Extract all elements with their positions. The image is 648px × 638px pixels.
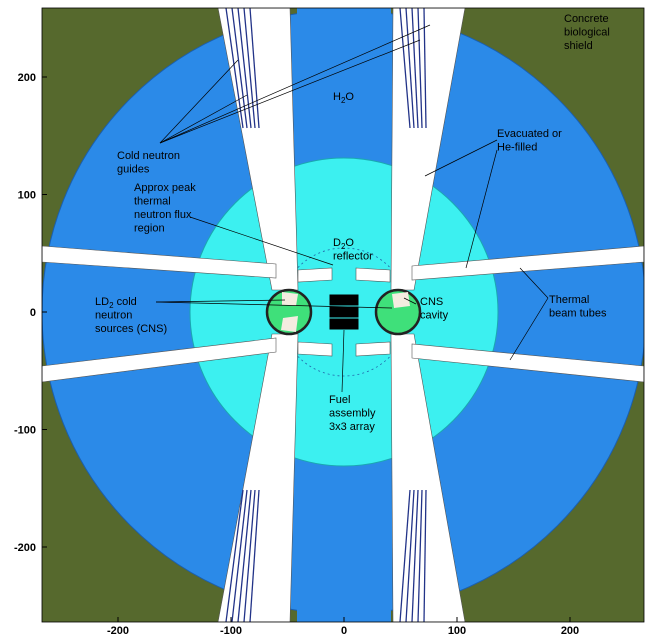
label: D2O xyxy=(333,237,354,251)
fuel-assembly xyxy=(328,293,360,331)
guide-tube xyxy=(390,333,466,622)
label: Approx peak xyxy=(134,182,196,194)
label-part: H xyxy=(333,91,341,103)
cns-cavity xyxy=(392,292,410,308)
label: Concrete xyxy=(564,13,609,25)
guide-tube xyxy=(217,8,299,291)
cns-cavity xyxy=(282,292,298,306)
label-part: D xyxy=(333,237,341,249)
beam-tube xyxy=(411,343,644,383)
guide-tube xyxy=(390,8,466,291)
label-part: O xyxy=(345,237,354,249)
guide-tube xyxy=(217,333,299,622)
label: neutron xyxy=(95,310,132,322)
x-tick-label: 100 xyxy=(448,625,466,637)
cold-source xyxy=(265,288,313,336)
label: guides xyxy=(117,164,150,176)
beam-tube xyxy=(42,337,277,383)
guide-lines xyxy=(225,8,427,622)
label: LD2 cold xyxy=(95,296,137,310)
beam-tube xyxy=(355,267,391,283)
label: Evacuated or xyxy=(497,128,562,140)
label: thermal xyxy=(134,196,171,208)
x-tick-label: -100 xyxy=(220,625,242,637)
beam-tube xyxy=(355,341,391,357)
label: H2O xyxy=(333,91,354,105)
label: Fuel xyxy=(329,394,350,406)
y-tick-label: 0 xyxy=(30,307,36,319)
label-sub: 2 xyxy=(341,96,346,105)
label: 3x3 array xyxy=(329,421,375,433)
label: reflector xyxy=(333,251,373,263)
beam-tube xyxy=(297,267,333,283)
beam-tube xyxy=(297,341,333,357)
leader-lines xyxy=(155,24,549,393)
reactor-drawing xyxy=(42,8,644,622)
label: region xyxy=(134,223,165,235)
label: CNS xyxy=(420,296,443,308)
cns-cavity xyxy=(281,316,298,332)
y-tick-label: 100 xyxy=(18,190,36,202)
label: assembly xyxy=(329,408,376,420)
label: biological xyxy=(564,27,610,39)
beam-tube xyxy=(42,245,277,279)
label: neutron flux xyxy=(134,209,192,221)
label: shield xyxy=(564,40,593,52)
label-part: cold xyxy=(114,296,137,308)
label-sub: 2 xyxy=(109,301,114,310)
beam-tube xyxy=(411,245,644,281)
x-tick-label: 0 xyxy=(341,625,347,637)
x-tick-label: -200 xyxy=(107,625,129,637)
label: sources (CNS) xyxy=(95,323,167,335)
y-tick-label: -200 xyxy=(14,542,36,554)
label: cavity xyxy=(420,310,449,322)
y-tick-label: -100 xyxy=(14,425,36,437)
plot-frame xyxy=(41,7,645,623)
label-part: LD xyxy=(95,296,109,308)
label-sub: 2 xyxy=(341,242,346,251)
label: beam tubes xyxy=(549,308,607,320)
label: He-filled xyxy=(497,142,537,154)
label: Thermal xyxy=(549,294,589,306)
label-part: O xyxy=(345,91,354,103)
label: Cold neutron xyxy=(117,150,180,162)
x-tick-label: 200 xyxy=(561,625,579,637)
y-tick-label: 200 xyxy=(18,72,36,84)
